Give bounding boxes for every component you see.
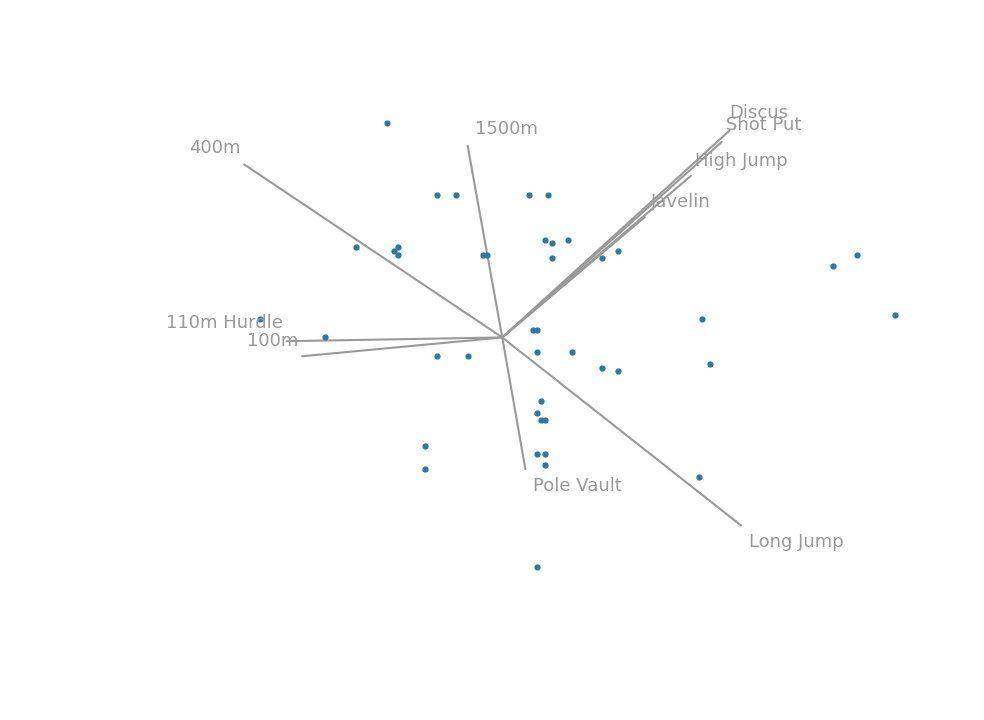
Point: [544, 253, 560, 264]
Point: [529, 324, 545, 336]
Point: [888, 309, 903, 320]
Point: [703, 358, 718, 369]
Point: [475, 249, 491, 261]
Point: [460, 351, 475, 362]
Text: 110m Hurdle: 110m Hurdle: [166, 314, 282, 332]
Point: [536, 415, 552, 426]
Point: [379, 117, 395, 129]
Point: [417, 441, 433, 452]
Text: Javelin: Javelin: [650, 193, 710, 211]
Text: 1500m: 1500m: [475, 120, 538, 138]
Point: [560, 234, 576, 246]
Point: [564, 347, 580, 359]
Point: [387, 246, 402, 257]
Point: [417, 463, 433, 474]
Point: [826, 260, 841, 271]
Text: Pole Vault: Pole Vault: [533, 477, 622, 495]
Point: [695, 313, 710, 325]
Point: [522, 189, 537, 200]
Point: [479, 249, 495, 261]
Text: 100m: 100m: [247, 332, 298, 350]
Point: [544, 238, 560, 249]
Point: [529, 449, 545, 460]
Point: [348, 241, 364, 253]
Point: [391, 249, 406, 261]
Point: [429, 189, 445, 200]
Point: [317, 332, 333, 343]
Point: [533, 415, 549, 426]
Point: [594, 361, 610, 373]
Text: Discus: Discus: [729, 104, 788, 122]
Point: [536, 459, 552, 471]
Point: [448, 189, 463, 200]
Point: [429, 351, 445, 362]
Point: [391, 241, 406, 253]
Text: 400m: 400m: [189, 139, 240, 157]
Point: [610, 246, 626, 257]
Point: [691, 471, 707, 482]
Point: [540, 189, 556, 200]
Text: High Jump: High Jump: [695, 152, 787, 170]
Point: [594, 253, 610, 264]
Point: [529, 347, 545, 359]
Point: [610, 366, 626, 377]
Point: [848, 249, 864, 261]
Text: Long Jump: Long Jump: [749, 533, 843, 551]
Point: [529, 561, 545, 572]
Point: [252, 313, 268, 325]
Point: [525, 324, 541, 336]
Text: Shot Put: Shot Put: [725, 117, 801, 135]
Point: [529, 407, 545, 418]
Point: [536, 449, 552, 460]
Point: [536, 234, 552, 246]
Point: [533, 395, 549, 407]
